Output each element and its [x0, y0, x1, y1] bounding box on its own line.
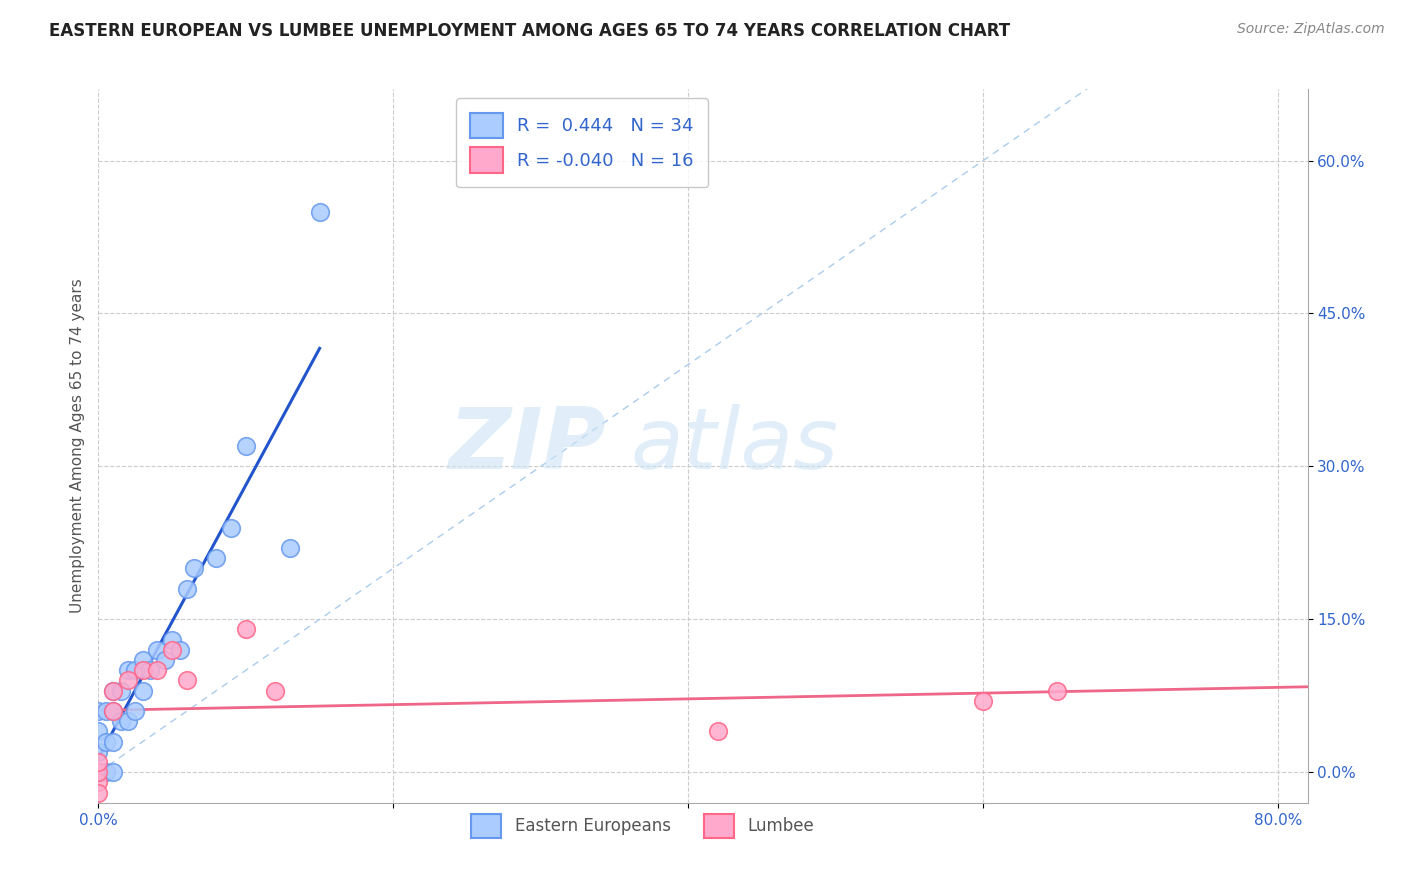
Text: ZIP: ZIP — [449, 404, 606, 488]
Point — [110, 714, 132, 729]
Point — [87, 765, 110, 780]
Point — [153, 653, 176, 667]
Point — [101, 734, 124, 748]
Point — [183, 561, 205, 575]
Point — [160, 632, 183, 647]
Point — [146, 643, 169, 657]
Point — [87, 765, 110, 780]
Text: Source: ZipAtlas.com: Source: ZipAtlas.com — [1237, 22, 1385, 37]
Point — [87, 765, 110, 780]
Point — [87, 775, 110, 789]
Point — [205, 551, 228, 566]
Point — [87, 765, 110, 780]
Point — [110, 683, 132, 698]
Y-axis label: Unemployment Among Ages 65 to 74 years: Unemployment Among Ages 65 to 74 years — [69, 278, 84, 614]
Point — [87, 765, 110, 780]
Point — [169, 643, 191, 657]
Point — [1046, 683, 1069, 698]
Point — [87, 724, 110, 739]
Point — [176, 582, 198, 596]
Point — [972, 694, 994, 708]
Point — [219, 520, 242, 534]
Point — [235, 439, 257, 453]
Point — [117, 714, 139, 729]
Point — [101, 683, 124, 698]
Point — [308, 204, 330, 219]
Point — [235, 623, 257, 637]
Point — [131, 683, 153, 698]
Text: atlas: atlas — [630, 404, 838, 488]
Point — [131, 663, 153, 677]
Point — [278, 541, 301, 555]
Text: EASTERN EUROPEAN VS LUMBEE UNEMPLOYMENT AMONG AGES 65 TO 74 YEARS CORRELATION CH: EASTERN EUROPEAN VS LUMBEE UNEMPLOYMENT … — [49, 22, 1011, 40]
Point — [124, 704, 146, 718]
Point — [146, 663, 169, 677]
Point — [87, 786, 110, 800]
Point — [101, 765, 124, 780]
Point — [176, 673, 198, 688]
Point — [87, 755, 110, 769]
Point — [124, 663, 146, 677]
Legend: Eastern Europeans, Lumbee: Eastern Europeans, Lumbee — [464, 807, 821, 845]
Point — [160, 643, 183, 657]
Point — [101, 704, 124, 718]
Point — [117, 673, 139, 688]
Point — [94, 734, 117, 748]
Point — [706, 724, 728, 739]
Point — [101, 704, 124, 718]
Point — [101, 683, 124, 698]
Point — [264, 683, 287, 698]
Point — [117, 663, 139, 677]
Point — [94, 704, 117, 718]
Point — [94, 765, 117, 780]
Point — [87, 745, 110, 759]
Point — [87, 704, 110, 718]
Point — [131, 653, 153, 667]
Point — [139, 663, 162, 677]
